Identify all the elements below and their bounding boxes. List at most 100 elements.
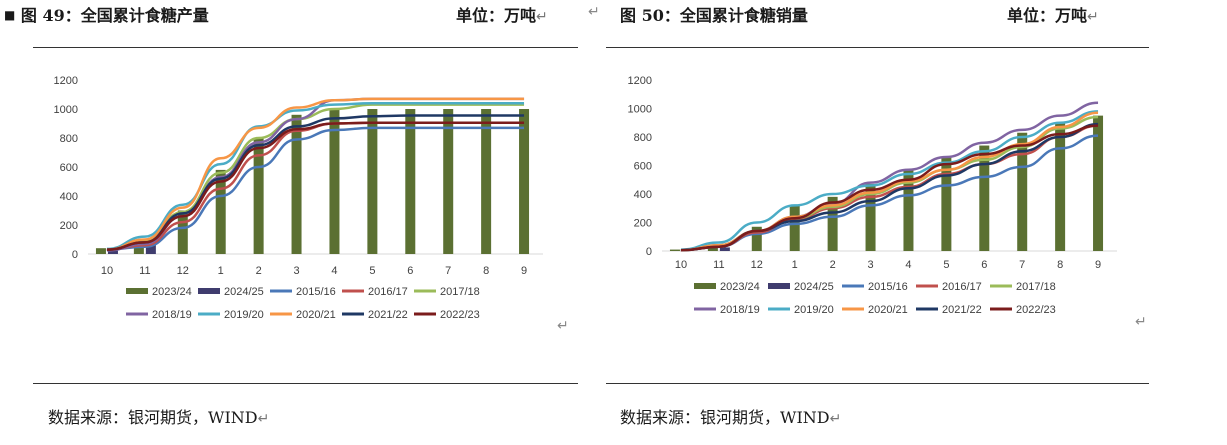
bar-2023-24: [291, 114, 302, 254]
bar-2023-24: [443, 109, 454, 254]
return-icon: ↵: [1087, 9, 1099, 25]
x-tick-label: 2: [830, 259, 836, 271]
bar-2023-24: [253, 138, 264, 254]
line-2021-22: [106, 114, 525, 251]
y-tick-label: 1200: [54, 75, 78, 87]
bar-2023-24: [979, 145, 990, 251]
x-tick-label: 12: [751, 259, 763, 271]
x-tick-label: 7: [445, 265, 451, 277]
x-tick-label: 4: [331, 265, 337, 277]
legend-label: 2016/17: [368, 286, 408, 298]
legend-label: 2020/21: [868, 304, 908, 316]
return-icon: ↵: [1135, 314, 1147, 330]
x-tick-label: 6: [981, 259, 987, 271]
right-unit: 单位：万吨↵: [1007, 2, 1099, 26]
left-title-text: 图 49：全国累计食糖产量: [20, 6, 209, 25]
x-tick-label: 6: [407, 265, 413, 277]
right-source-text: 数据来源：银河期货，WIND: [620, 408, 830, 427]
legend-label: 2021/22: [942, 304, 982, 316]
return-icon: ↵: [257, 411, 270, 427]
bar-2023-24: [903, 169, 914, 251]
legend-swatch: [198, 288, 220, 294]
x-tick-label: 4: [905, 259, 911, 271]
bar-2023-24: [405, 109, 416, 254]
x-tick-label: 1: [792, 259, 798, 271]
bar-2024-25: [107, 248, 118, 254]
line-2016-17: [680, 124, 1099, 252]
legend-label: 2015/16: [868, 281, 908, 293]
right-source: 数据来源：银河期货，WIND↵: [620, 404, 841, 428]
y-tick-label: 200: [60, 220, 78, 232]
bar-2023-24: [865, 184, 876, 251]
legend-label: 2016/17: [942, 281, 982, 293]
right-unit-text: 单位：万吨: [1007, 6, 1088, 25]
legend-label: 2017/18: [1016, 281, 1056, 293]
bar-2023-24: [215, 169, 226, 254]
return-icon: ↵: [588, 4, 600, 20]
bar-2023-24: [329, 109, 340, 254]
legend-label: 2019/20: [794, 304, 834, 316]
left-bottom-rule: [33, 383, 578, 384]
y-tick-label: 1200: [628, 75, 652, 87]
legend-label: 2023/24: [152, 286, 192, 298]
x-tick-label: 5: [943, 259, 949, 271]
x-tick-label: 10: [675, 259, 687, 271]
return-icon: ↵: [829, 411, 842, 427]
legend-swatch: [694, 283, 716, 289]
x-tick-label: 8: [483, 265, 489, 277]
y-tick-label: 1000: [628, 104, 652, 116]
x-tick-label: 11: [713, 259, 724, 271]
legend-label: 2021/22: [368, 309, 408, 321]
bar-2023-24: [177, 210, 188, 254]
legend-swatch: [768, 283, 790, 289]
right-bottom-rule: [606, 383, 1149, 384]
line-2015-16: [680, 134, 1099, 252]
y-tick-label: 1000: [54, 104, 78, 116]
x-tick-label: 2: [256, 265, 262, 277]
bar-2023-24: [519, 109, 530, 254]
y-tick-label: 400: [60, 191, 78, 203]
line-2019-20: [680, 110, 1099, 251]
bar-2023-24: [707, 246, 718, 251]
x-tick-label: 1: [218, 265, 224, 277]
left-unit-text: 单位：万吨: [456, 6, 537, 25]
y-tick-label: 400: [634, 189, 652, 201]
bar-2023-24: [669, 249, 680, 251]
y-tick-label: 600: [634, 161, 652, 173]
legend-label: 2017/18: [440, 286, 480, 298]
bar-2023-24: [1055, 122, 1066, 251]
bar-2023-24: [1017, 132, 1028, 251]
line-2016-17: [106, 121, 525, 251]
y-tick-label: 200: [634, 218, 652, 230]
x-tick-label: 3: [867, 259, 873, 271]
bar-2024-25: [719, 247, 730, 251]
line-2019-20: [106, 101, 525, 251]
bar-2023-24: [827, 196, 838, 251]
left-source: 数据来源：银河期货，WIND↵: [48, 404, 269, 428]
y-tick-label: 0: [646, 246, 652, 258]
right-title-text: 图 50：全国累计食糖销量: [620, 6, 808, 25]
line-2022-23: [106, 121, 525, 251]
line-2015-16: [106, 126, 525, 251]
x-tick-label: 3: [293, 265, 299, 277]
left-unit: 单位：万吨↵: [456, 2, 548, 26]
x-tick-label: 9: [521, 265, 527, 277]
x-tick-label: 10: [101, 265, 113, 277]
line-2022-23: [680, 124, 1099, 252]
y-tick-label: 800: [634, 132, 652, 144]
x-tick-label: 9: [1095, 259, 1101, 271]
legend-label: 2023/24: [720, 281, 760, 293]
return-icon: ↵: [557, 318, 569, 334]
legend-label: 2024/25: [224, 286, 264, 298]
left-source-text: 数据来源：银河期货，WIND: [48, 408, 258, 427]
legend-label: 2022/23: [1016, 304, 1056, 316]
x-tick-label: 11: [139, 265, 150, 277]
bar-2023-24: [1093, 115, 1104, 251]
legend-label: 2024/25: [794, 281, 834, 293]
bar-2023-24: [789, 205, 800, 251]
x-tick-label: 7: [1019, 259, 1025, 271]
bar-2023-24: [941, 156, 952, 251]
bar-2024-25: [145, 242, 156, 254]
right-title: 图 50：全国累计食糖销量: [620, 2, 808, 28]
